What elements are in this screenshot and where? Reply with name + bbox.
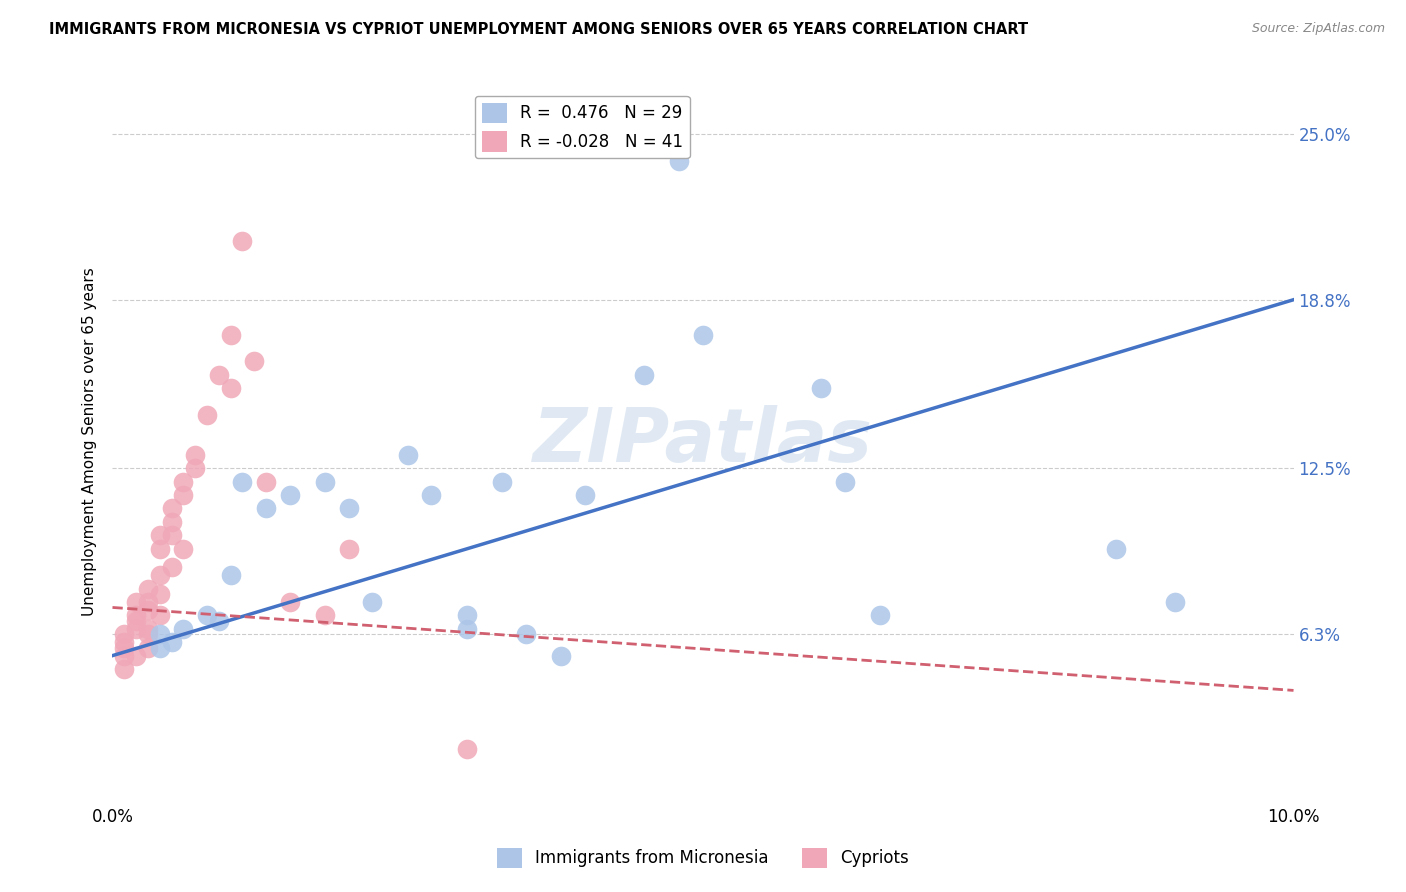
Point	[149, 528, 172, 542]
Point	[1164, 595, 1187, 609]
Point	[136, 595, 159, 609]
Point	[195, 408, 218, 422]
Point	[149, 627, 172, 641]
Point	[314, 475, 336, 489]
Point	[112, 635, 135, 649]
Point	[810, 381, 832, 395]
Point	[184, 461, 207, 475]
Point	[184, 448, 207, 462]
Point	[278, 488, 301, 502]
Point	[208, 368, 231, 382]
Point	[337, 501, 360, 516]
Legend: Immigrants from Micronesia, Cypriots: Immigrants from Micronesia, Cypriots	[491, 841, 915, 875]
Point	[668, 153, 690, 168]
Point	[515, 627, 537, 641]
Point	[149, 587, 172, 601]
Point	[361, 595, 384, 609]
Point	[149, 608, 172, 623]
Point	[219, 327, 242, 342]
Point	[160, 635, 183, 649]
Point	[149, 640, 172, 655]
Point	[834, 475, 856, 489]
Point	[125, 608, 148, 623]
Text: Source: ZipAtlas.com: Source: ZipAtlas.com	[1251, 22, 1385, 36]
Point	[219, 568, 242, 582]
Point	[149, 568, 172, 582]
Point	[125, 595, 148, 609]
Point	[1105, 541, 1128, 556]
Point	[112, 648, 135, 663]
Y-axis label: Unemployment Among Seniors over 65 years: Unemployment Among Seniors over 65 years	[82, 268, 97, 615]
Point	[160, 560, 183, 574]
Text: IMMIGRANTS FROM MICRONESIA VS CYPRIOT UNEMPLOYMENT AMONG SENIORS OVER 65 YEARS C: IMMIGRANTS FROM MICRONESIA VS CYPRIOT UN…	[49, 22, 1028, 37]
Legend: R =  0.476   N = 29, R = -0.028   N = 41: R = 0.476 N = 29, R = -0.028 N = 41	[475, 95, 690, 158]
Point	[337, 541, 360, 556]
Point	[125, 614, 148, 628]
Point	[456, 742, 478, 756]
Point	[219, 381, 242, 395]
Point	[160, 528, 183, 542]
Point	[491, 475, 513, 489]
Point	[195, 608, 218, 623]
Point	[125, 648, 148, 663]
Point	[136, 627, 159, 641]
Point	[633, 368, 655, 382]
Point	[208, 614, 231, 628]
Point	[112, 640, 135, 655]
Point	[550, 648, 572, 663]
Point	[112, 662, 135, 676]
Point	[574, 488, 596, 502]
Point	[420, 488, 443, 502]
Point	[243, 354, 266, 368]
Point	[231, 475, 253, 489]
Point	[254, 475, 277, 489]
Point	[112, 627, 135, 641]
Text: ZIPatlas: ZIPatlas	[533, 405, 873, 478]
Point	[136, 603, 159, 617]
Point	[396, 448, 419, 462]
Point	[278, 595, 301, 609]
Point	[456, 608, 478, 623]
Point	[160, 501, 183, 516]
Point	[136, 622, 159, 636]
Point	[172, 475, 194, 489]
Point	[314, 608, 336, 623]
Point	[231, 234, 253, 248]
Point	[254, 501, 277, 516]
Point	[136, 640, 159, 655]
Point	[869, 608, 891, 623]
Point	[149, 541, 172, 556]
Point	[692, 327, 714, 342]
Point	[125, 622, 148, 636]
Point	[456, 622, 478, 636]
Point	[160, 515, 183, 529]
Point	[172, 488, 194, 502]
Point	[172, 541, 194, 556]
Point	[136, 582, 159, 596]
Point	[172, 622, 194, 636]
